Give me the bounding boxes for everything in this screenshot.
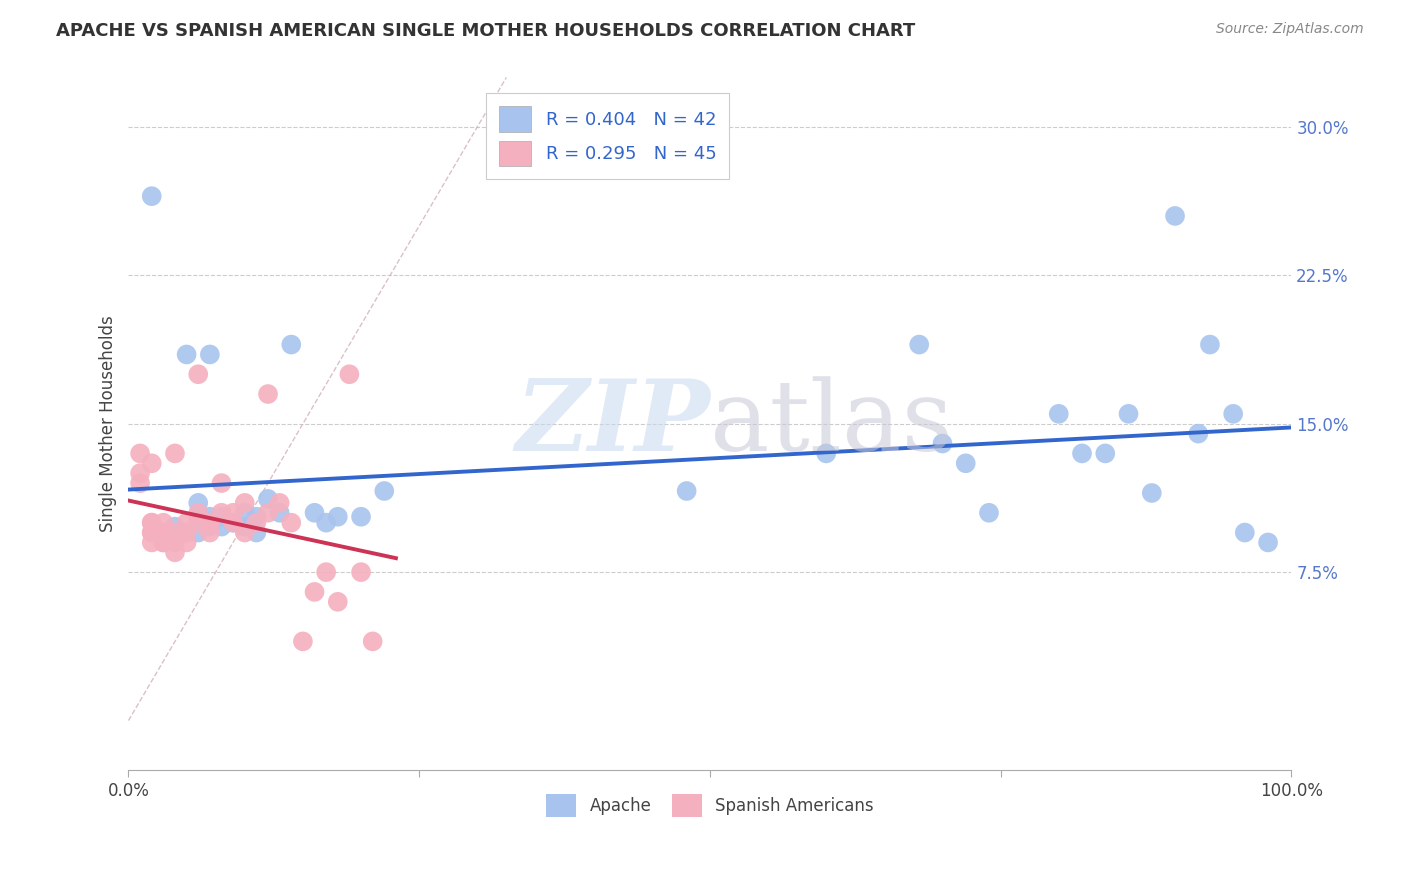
- Point: [1222, 407, 1244, 421]
- Point: [1094, 446, 1116, 460]
- Point: [141, 525, 163, 540]
- Point: [257, 387, 280, 401]
- Point: [163, 525, 186, 540]
- Point: [152, 535, 174, 549]
- Point: [280, 337, 302, 351]
- Point: [198, 509, 221, 524]
- Point: [1140, 486, 1163, 500]
- Point: [245, 516, 267, 530]
- Point: [141, 535, 163, 549]
- Point: [187, 509, 209, 524]
- Point: [257, 491, 280, 506]
- Point: [176, 347, 198, 361]
- Point: [187, 506, 209, 520]
- Point: [222, 516, 245, 530]
- Point: [233, 519, 256, 533]
- Point: [198, 347, 221, 361]
- Point: [176, 525, 198, 540]
- Point: [222, 506, 245, 520]
- Point: [1233, 525, 1256, 540]
- Point: [350, 509, 373, 524]
- Point: [269, 506, 291, 520]
- Point: [187, 496, 209, 510]
- Point: [1047, 407, 1070, 421]
- Text: ZIP: ZIP: [515, 376, 710, 472]
- Point: [304, 585, 326, 599]
- Legend: Apache, Spanish Americans: Apache, Spanish Americans: [540, 787, 880, 824]
- Point: [198, 516, 221, 530]
- Point: [257, 506, 280, 520]
- Point: [233, 496, 256, 510]
- Point: [675, 483, 697, 498]
- Point: [955, 456, 977, 470]
- Point: [315, 565, 337, 579]
- Point: [141, 516, 163, 530]
- Text: APACHE VS SPANISH AMERICAN SINGLE MOTHER HOUSEHOLDS CORRELATION CHART: APACHE VS SPANISH AMERICAN SINGLE MOTHER…: [56, 22, 915, 40]
- Point: [163, 545, 186, 559]
- Point: [222, 516, 245, 530]
- Point: [176, 535, 198, 549]
- Point: [326, 509, 349, 524]
- Point: [176, 516, 198, 530]
- Text: Source: ZipAtlas.com: Source: ZipAtlas.com: [1216, 22, 1364, 37]
- Point: [141, 456, 163, 470]
- Point: [233, 525, 256, 540]
- Point: [233, 506, 256, 520]
- Point: [187, 516, 209, 530]
- Point: [315, 516, 337, 530]
- Point: [1164, 209, 1187, 223]
- Point: [141, 516, 163, 530]
- Point: [326, 595, 349, 609]
- Point: [350, 565, 373, 579]
- Point: [1199, 337, 1222, 351]
- Point: [1118, 407, 1140, 421]
- Point: [187, 368, 209, 382]
- Point: [211, 509, 233, 524]
- Point: [361, 634, 384, 648]
- Point: [291, 634, 314, 648]
- Point: [977, 506, 1000, 520]
- Point: [211, 476, 233, 491]
- Point: [198, 519, 221, 533]
- Text: atlas: atlas: [710, 376, 953, 472]
- Point: [269, 496, 291, 510]
- Point: [339, 368, 361, 382]
- Point: [141, 525, 163, 540]
- Point: [373, 483, 395, 498]
- Point: [211, 519, 233, 533]
- Point: [152, 525, 174, 540]
- Point: [152, 525, 174, 540]
- Point: [129, 446, 152, 460]
- Point: [129, 466, 152, 480]
- Point: [245, 525, 267, 540]
- Point: [152, 516, 174, 530]
- Point: [141, 189, 163, 203]
- Point: [908, 337, 931, 351]
- Point: [198, 525, 221, 540]
- Point: [163, 519, 186, 533]
- Point: [163, 535, 186, 549]
- Point: [198, 516, 221, 530]
- Point: [129, 476, 152, 491]
- Y-axis label: Single Mother Households: Single Mother Households: [100, 316, 117, 533]
- Point: [815, 446, 838, 460]
- Point: [1071, 446, 1094, 460]
- Point: [163, 446, 186, 460]
- Point: [211, 506, 233, 520]
- Point: [187, 525, 209, 540]
- Point: [1257, 535, 1279, 549]
- Point: [304, 506, 326, 520]
- Point: [1187, 426, 1209, 441]
- Point: [280, 516, 302, 530]
- Point: [152, 535, 174, 549]
- Point: [176, 525, 198, 540]
- Point: [931, 436, 953, 450]
- Point: [245, 509, 267, 524]
